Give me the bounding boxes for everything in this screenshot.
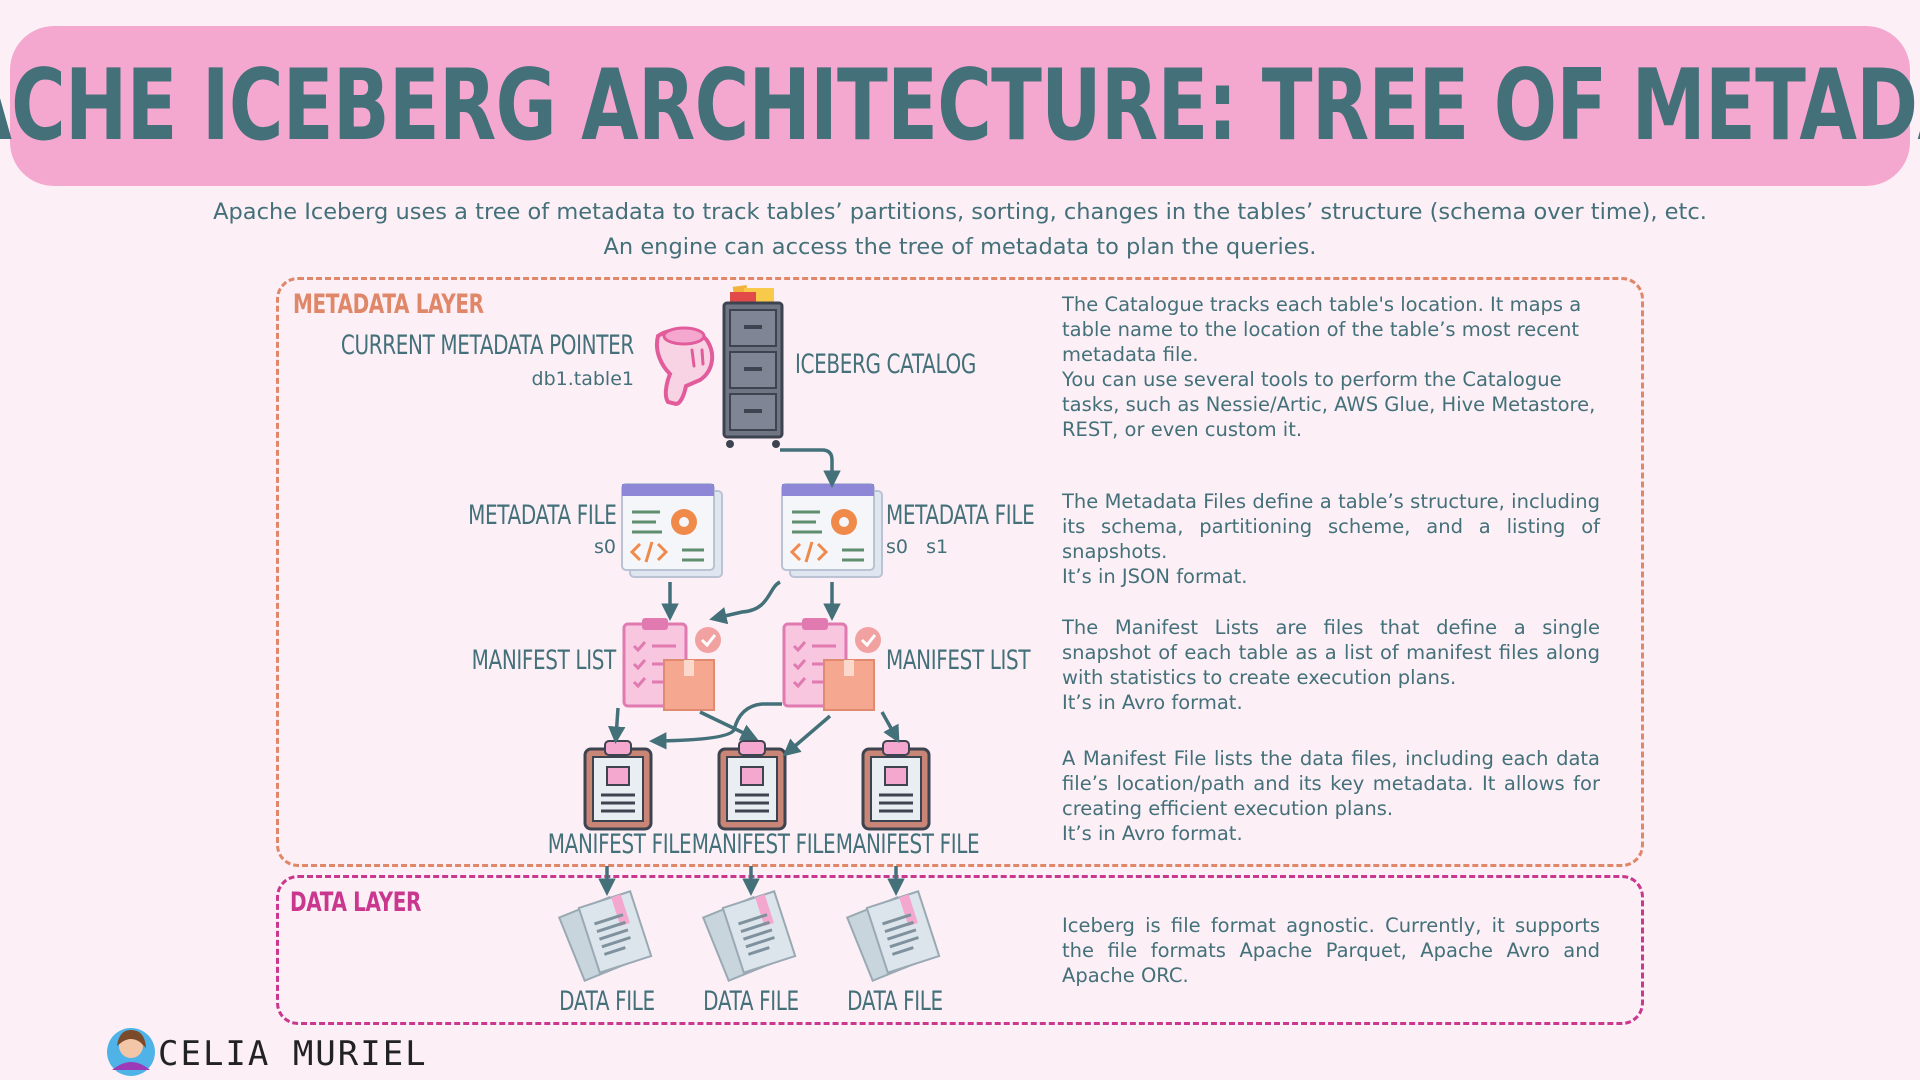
data-layer-description-p1: Iceberg is file format agnostic. Current…	[1062, 914, 1600, 987]
metadata-layer-title: METADATA LAYER	[293, 289, 484, 320]
page-title: APACHE ICEBERG ARCHITECTURE: TREE OF MET…	[0, 49, 1920, 163]
metadata-file-snapshots-right: s0 s1	[886, 536, 949, 558]
manifest-lists-description: The Manifest Lists are files that define…	[1062, 615, 1600, 715]
data-file-label-1: DATA FILE	[559, 986, 655, 1017]
manifest-file-label-2: MANIFEST FILE	[691, 829, 836, 860]
data-layer-description: Iceberg is file format agnostic. Current…	[1062, 913, 1600, 988]
metadata-file-label-right: METADATA FILE	[886, 500, 1035, 531]
intro-line-2: An engine can access the tree of metadat…	[603, 234, 1317, 260]
current-metadata-pointer-label: CURRENT METADATA POINTER	[341, 330, 634, 361]
metadata-file-label-left: METADATA FILE	[467, 500, 617, 531]
manifest-lists-description-p1: The Manifest Lists are files that define…	[1062, 616, 1600, 689]
metadata-files-description: The Metadata Files define a table’s stru…	[1062, 489, 1600, 589]
catalog-description: The Catalogue tracks each table's locati…	[1062, 292, 1600, 442]
manifest-file-label-1: MANIFEST FILE	[547, 829, 692, 860]
intro-line-1: Apache Iceberg uses a tree of metadata t…	[213, 199, 1707, 225]
intro-text: Apache Iceberg uses a tree of metadata t…	[0, 195, 1920, 265]
metadata-files-description-p1: The Metadata Files define a table’s stru…	[1062, 490, 1600, 563]
manifest-list-label-left: MANIFEST LIST	[471, 645, 617, 676]
data-layer-title: DATA LAYER	[290, 887, 422, 918]
metadata-file-snapshots-left: s0	[594, 536, 616, 558]
author-signature: CELIA MURIEL	[158, 1034, 428, 1074]
iceberg-catalog-label: ICEBERG CATALOG	[795, 349, 976, 380]
manifest-lists-description-p2: It’s in Avro format.	[1062, 691, 1243, 714]
data-layer-box	[276, 875, 1644, 1025]
data-file-label-2: DATA FILE	[703, 986, 799, 1017]
current-metadata-pointer-value: db1.table1	[531, 368, 634, 390]
manifest-files-description-p1: A Manifest File lists the data files, in…	[1062, 747, 1600, 820]
manifest-list-label-right: MANIFEST LIST	[886, 645, 1031, 676]
data-file-label-3: DATA FILE	[847, 986, 943, 1017]
manifest-files-description-p2: It’s in Avro format.	[1062, 822, 1243, 845]
avatar	[107, 1028, 155, 1076]
manifest-files-description: A Manifest File lists the data files, in…	[1062, 746, 1600, 846]
metadata-layer-box	[276, 277, 1644, 867]
manifest-file-label-3: MANIFEST FILE	[835, 829, 980, 860]
catalog-description-p1: The Catalogue tracks each table's locati…	[1062, 293, 1582, 366]
catalog-description-p2: You can use several tools to perform the…	[1062, 368, 1596, 441]
title-banner: APACHE ICEBERG ARCHITECTURE: TREE OF MET…	[0, 26, 1920, 186]
metadata-files-description-p2: It’s in JSON format.	[1062, 565, 1248, 588]
